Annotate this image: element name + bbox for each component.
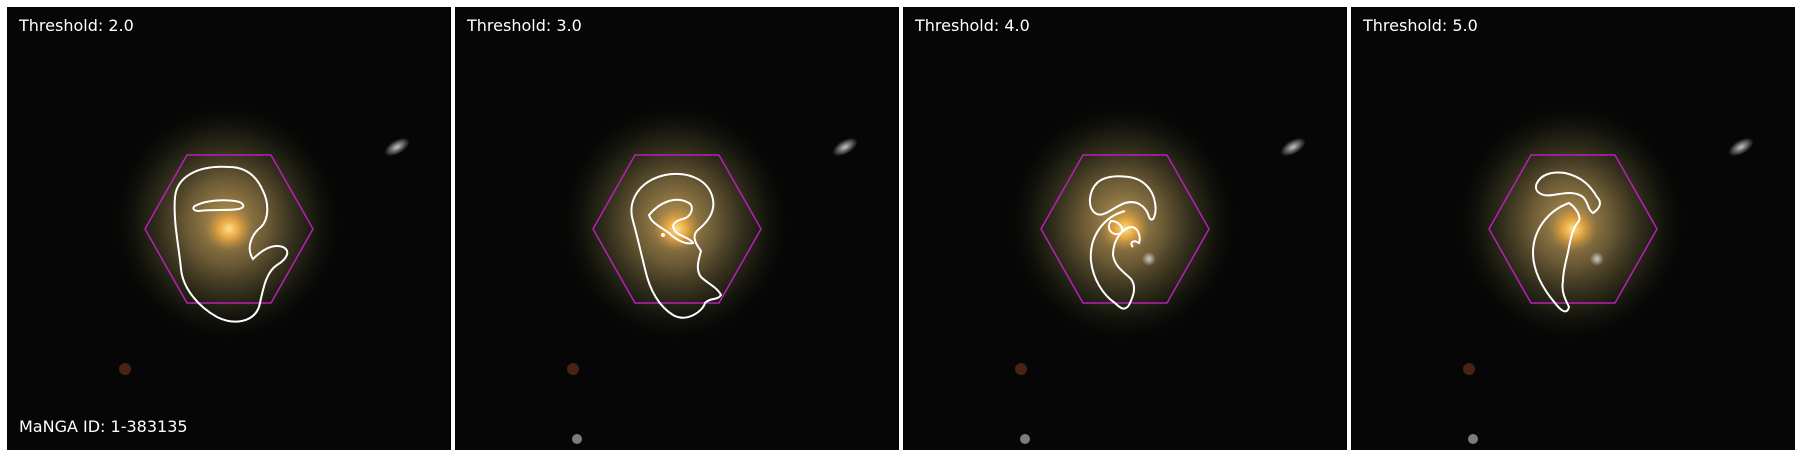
contour-inner: [1107, 219, 1124, 235]
background-star: [1020, 434, 1030, 444]
background-star: [1590, 252, 1604, 266]
background-star: [832, 137, 858, 157]
background-star: [1142, 252, 1156, 266]
background-star: [1015, 363, 1027, 375]
background-star: [567, 363, 579, 375]
contour-outer: [1089, 175, 1157, 221]
threshold-label: Threshold: 4.0: [915, 16, 1030, 35]
ifu-hexagon: [592, 154, 762, 304]
background-star: [572, 434, 582, 444]
galaxy-core: [653, 207, 701, 251]
threshold-label: Threshold: 3.0: [467, 16, 582, 35]
contour-outer: [1535, 171, 1601, 215]
panel-threshold-2: Threshold: 2.0 MaNGA ID: 1-383135: [7, 7, 451, 450]
background-star: [1468, 434, 1478, 444]
contour-inner: [192, 199, 245, 213]
galaxy-image: [1003, 97, 1306, 444]
manga-id-label: MaNGA ID: 1-383135: [19, 417, 188, 436]
contour-outer: [630, 173, 723, 319]
ifu-hexagon: [1040, 154, 1210, 304]
threshold-label: Threshold: 5.0: [1363, 16, 1478, 35]
ifu-hexagon: [144, 154, 314, 304]
panel-threshold-5: Threshold: 5.0: [1351, 7, 1795, 450]
background-star: [119, 363, 131, 375]
contour-inner: [647, 198, 695, 245]
panel-threshold-4: Threshold: 4.0: [903, 7, 1347, 450]
contour-dot: [661, 233, 665, 237]
background-star: [1280, 137, 1306, 157]
galaxy-image: [107, 97, 410, 375]
background-star: [1463, 363, 1475, 375]
galaxy-image: [1451, 97, 1754, 444]
ifu-hexagon: [1488, 154, 1658, 304]
contour-spiral: [1089, 210, 1141, 310]
galaxy-image: [555, 97, 858, 444]
threshold-label: Threshold: 2.0: [19, 16, 134, 35]
background-star: [384, 137, 410, 157]
contour-outer: [173, 165, 289, 323]
contour-spiral: [1531, 201, 1581, 313]
panel-threshold-3: Threshold: 3.0: [455, 7, 899, 450]
galaxy-core: [205, 207, 253, 251]
background-star: [1728, 137, 1754, 157]
